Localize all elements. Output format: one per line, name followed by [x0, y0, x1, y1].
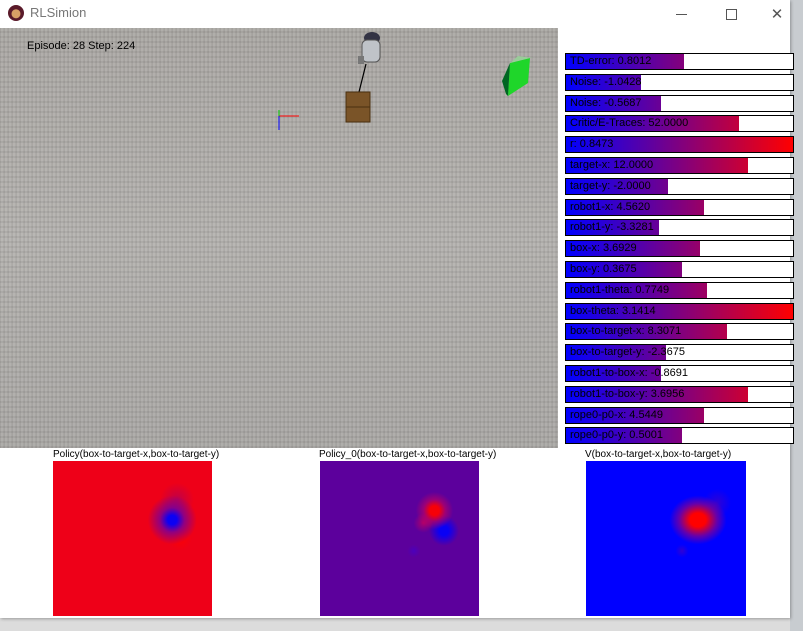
monkey-icon — [8, 5, 24, 21]
bar-fill — [566, 95, 662, 111]
close-button[interactable]: ✕ — [754, 0, 800, 28]
maximize-icon — [725, 8, 737, 20]
state-bar: box-theta: 3.1414 — [565, 302, 794, 320]
value-heatmap-title: V(box-to-target-x,box-to-target-y) — [585, 449, 732, 460]
box — [345, 91, 371, 123]
minimize-button[interactable] — [658, 0, 704, 28]
bar-fill — [566, 386, 748, 402]
bar-label: rope0-p0-y: 0.5001 — [570, 429, 663, 442]
state-bar: r: 0.8473 — [565, 136, 794, 154]
bar-label: robot1-to-box-x: -0.8691 — [570, 366, 689, 379]
state-bar: Noise: -0.5687 — [565, 94, 794, 112]
policy-heatmap-title: Policy(box-to-target-x,box-to-target-y) — [53, 449, 220, 460]
state-bar: box-x: 3.6929 — [565, 240, 794, 258]
state-bar: box-to-target-y: -2.3675 — [565, 344, 794, 362]
state-bar: Critic/E-Traces: 52.0000 — [565, 115, 794, 133]
bar-label: Noise: -1.0428 — [570, 75, 642, 88]
state-bar: robot1-to-box-x: -0.8691 — [565, 364, 794, 382]
bar-fill — [566, 303, 793, 319]
minimize-icon — [675, 13, 687, 15]
policy-heatmap — [53, 461, 212, 616]
bar-label: rope0-p0-x: 4.5449 — [570, 408, 663, 421]
bar-fill — [566, 241, 700, 257]
bar-fill — [566, 74, 641, 90]
bar-fill — [566, 220, 660, 236]
bar-label: Noise: -0.5687 — [570, 96, 642, 109]
bar-label: box-to-target-y: -2.3675 — [570, 346, 685, 359]
bar-fill — [566, 428, 682, 444]
bar-label: target-y: -2.0000 — [570, 179, 651, 192]
app-window: RLSimion ✕ Episode: 28 Step: 224 — [0, 0, 794, 618]
state-bar: target-x: 12.0000 — [565, 156, 794, 174]
policy0-heatmap-title: Policy_0(box-to-target-x,box-to-target-y… — [319, 449, 497, 460]
bar-fill — [566, 345, 666, 361]
bar-fill — [566, 261, 682, 277]
state-bar: target-y: -2.0000 — [565, 177, 794, 195]
robot — [358, 32, 381, 64]
bar-label: Critic/E-Traces: 52.0000 — [570, 117, 689, 130]
rope — [358, 63, 367, 93]
target-cube — [502, 56, 533, 96]
state-bar: Noise: -1.0428 — [565, 73, 794, 91]
window-title: RLSimion — [30, 5, 87, 20]
bar-fill — [566, 407, 705, 423]
bar-fill — [566, 199, 705, 215]
title-bar: RLSimion ✕ — [0, 0, 790, 28]
state-bar: TD-error: 0.8012 — [565, 53, 794, 70]
target-axes — [278, 110, 299, 130]
state-bar: robot1-y: -3.3281 — [565, 219, 794, 237]
bar-label: robot1-x: 4.5620 — [570, 200, 651, 213]
bar-fill — [566, 365, 662, 381]
bar-fill — [566, 137, 793, 153]
state-bar: robot1-to-box-y: 3.6956 — [565, 385, 794, 403]
value-heatmap — [586, 461, 746, 616]
state-bar: rope0-p0-y: 0.5001 — [565, 427, 794, 445]
bar-fill — [566, 178, 669, 194]
state-bar: box-y: 0.3675 — [565, 260, 794, 278]
state-bar: box-to-target-x: 8.3071 — [565, 323, 794, 341]
bar-label: robot1-to-box-y: 3.6956 — [570, 387, 685, 400]
simulation-viewport[interactable]: Episode: 28 Step: 224 — [0, 28, 558, 448]
bar-label: r: 0.8473 — [570, 138, 614, 151]
episode-step-label: Episode: 28 Step: 224 — [27, 40, 136, 52]
bar-fill — [566, 282, 707, 298]
bar-label: box-x: 3.6929 — [570, 242, 637, 255]
bar-label: robot1-y: -3.3281 — [570, 221, 654, 234]
bar-label: TD-error: 0.8012 — [570, 55, 652, 67]
state-variable-bars: TD-error: 0.8012 Noise: -1.0428 Noise: -0.… — [565, 53, 794, 448]
close-icon: ✕ — [770, 6, 784, 23]
state-bar: rope0-p0-x: 4.5449 — [565, 406, 794, 424]
bar-label: robot1-theta: 0.7749 — [570, 283, 670, 296]
state-bar: robot1-theta: 0.7749 — [565, 281, 794, 299]
bar-label: box-y: 0.3675 — [570, 262, 637, 275]
bar-fill — [566, 324, 728, 340]
bar-label: box-theta: 3.1414 — [570, 304, 656, 317]
scene-objects — [278, 32, 533, 130]
bar-fill — [566, 116, 739, 132]
bar-fill — [566, 54, 685, 69]
state-bar: robot1-x: 4.5620 — [565, 198, 794, 216]
maximize-button[interactable] — [708, 0, 754, 28]
bar-fill — [566, 157, 748, 173]
policy0-heatmap — [320, 461, 479, 616]
bar-label: target-x: 12.0000 — [570, 158, 654, 171]
bar-label: box-to-target-x: 8.3071 — [570, 325, 682, 338]
